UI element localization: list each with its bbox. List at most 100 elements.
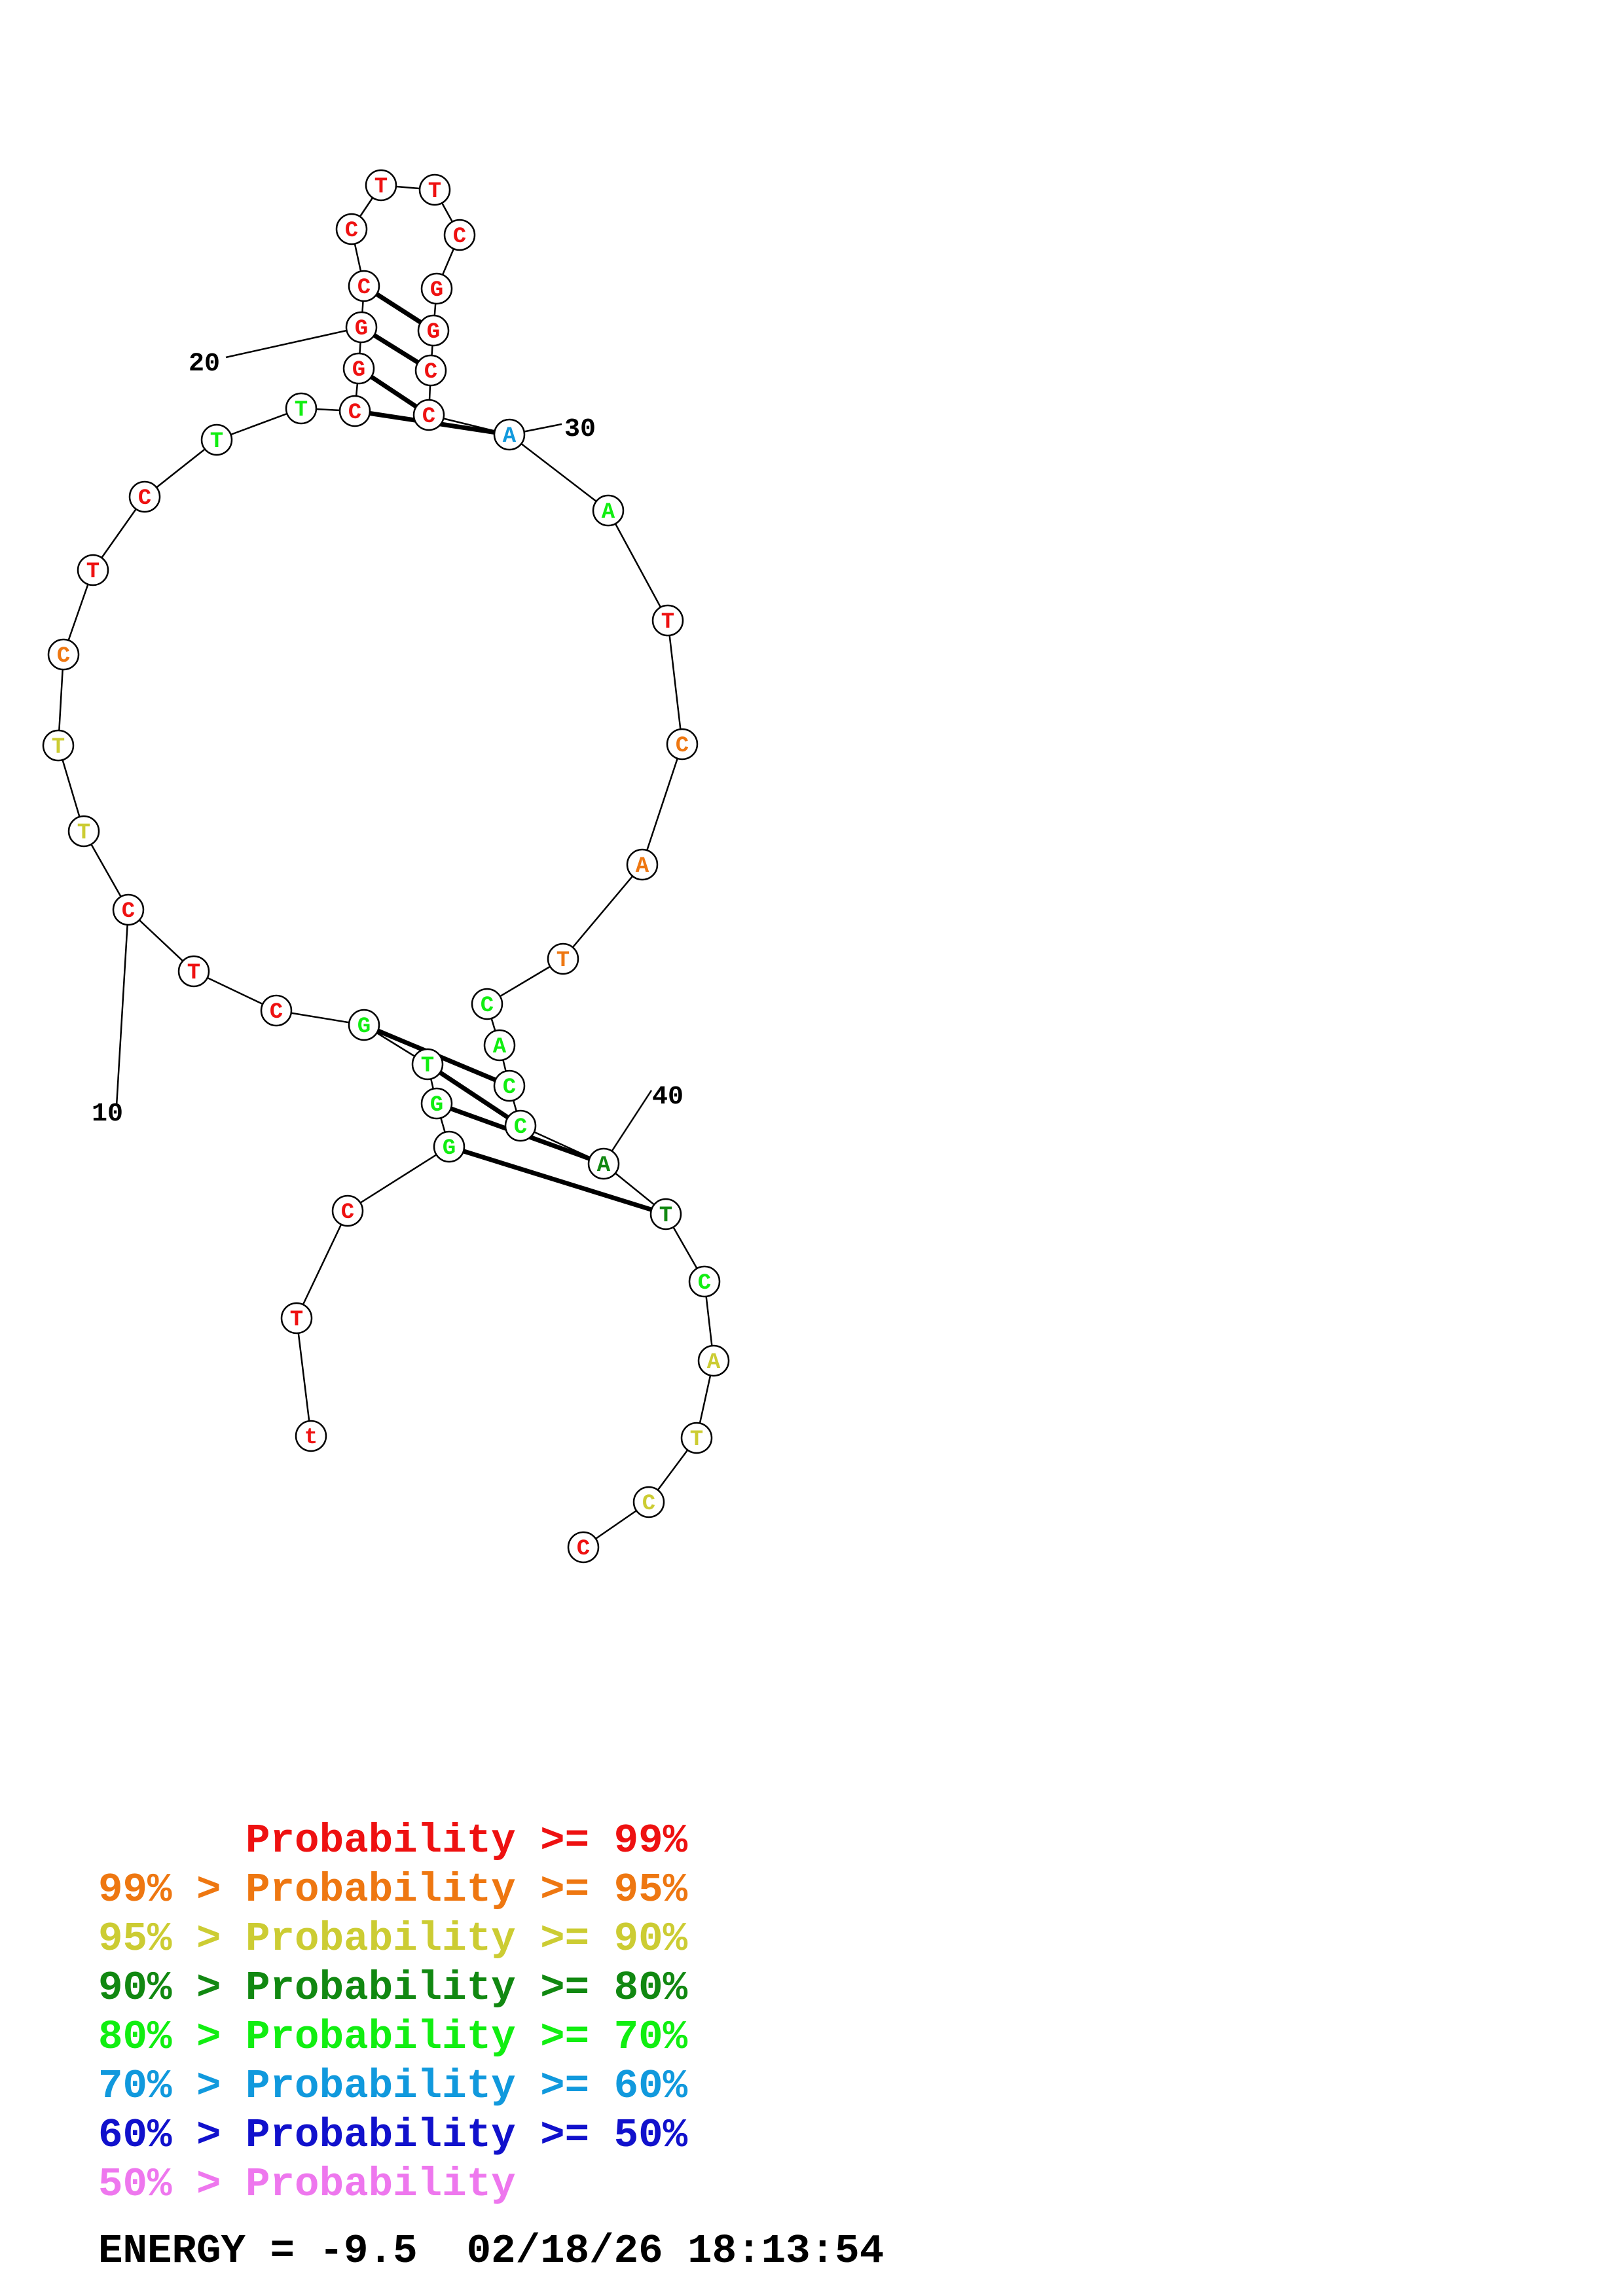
nucleotide-letter: C bbox=[348, 401, 361, 425]
nucleotide-letter: T bbox=[77, 821, 90, 846]
nucleotide: G bbox=[342, 352, 375, 385]
nucleotide-letter: T bbox=[421, 1054, 434, 1079]
nucleotide-letter: A bbox=[493, 1035, 507, 1060]
nucleotide: C bbox=[335, 213, 368, 245]
legend-text: Probability >= 95% bbox=[246, 1867, 688, 1913]
nucleotide: A bbox=[587, 1147, 620, 1180]
nucleotide-letter: T bbox=[556, 948, 570, 973]
nucleotide-circle bbox=[433, 1130, 465, 1163]
nucleotide-circle bbox=[280, 1302, 313, 1335]
nucleotide: A bbox=[626, 848, 659, 881]
nucleotide-circle bbox=[295, 1420, 327, 1452]
position-ticks: 10 20 30 40 bbox=[92, 326, 684, 1164]
nucleotide-circle bbox=[587, 1147, 620, 1180]
nucleotide: A bbox=[493, 418, 526, 451]
legend-entry: 60% > Probability >= 50% bbox=[98, 2111, 687, 2160]
energy-timestamp: ENERGY = -9.5 02/18/26 18:13:54 bbox=[98, 2228, 884, 2274]
nucleotide-circle bbox=[365, 169, 397, 202]
nucleotide-letter: G bbox=[352, 358, 365, 383]
nucleotide-letter: C bbox=[122, 899, 135, 924]
nucleotide-circle bbox=[338, 395, 371, 427]
backbone-segment bbox=[347, 1145, 450, 1212]
backbone-segment bbox=[666, 620, 684, 745]
nucleotide-circle bbox=[418, 173, 451, 206]
nucleotide-circle bbox=[493, 418, 526, 451]
nucleotide-circle bbox=[688, 1265, 721, 1298]
nucleotide-letter: T bbox=[428, 179, 441, 204]
legend-entry: Probability >= 99% bbox=[98, 1816, 687, 1865]
nucleotide: C bbox=[112, 893, 145, 926]
legend-text: Probability >= 60% bbox=[246, 2063, 688, 2109]
nucleotide: C bbox=[260, 994, 293, 1027]
backbone-segment bbox=[295, 1210, 349, 1319]
nucleotide-circle bbox=[414, 354, 447, 387]
nucleotide: T bbox=[280, 1302, 313, 1335]
nucleotide-circle bbox=[592, 494, 625, 527]
nucleotide: T bbox=[200, 423, 233, 456]
nucleotide: C bbox=[493, 1069, 526, 1102]
nucleotide-letter: T bbox=[86, 560, 100, 584]
legend-text: Probability >= 80% bbox=[246, 1965, 688, 2011]
position-tick-line bbox=[115, 909, 130, 1107]
nucleotide-circle bbox=[420, 272, 453, 305]
nucleotide-letter: G bbox=[427, 320, 440, 345]
nucleotide: C bbox=[666, 728, 699, 761]
legend-text: Probability >= 50% bbox=[246, 2112, 688, 2159]
nucleotide-circle bbox=[345, 311, 378, 344]
legend-prefix: 50% > bbox=[98, 2161, 246, 2208]
nucleotide-circle bbox=[471, 988, 503, 1020]
legend-prefix: 90% > bbox=[98, 1965, 246, 2011]
nucleotide: C bbox=[412, 399, 445, 431]
nucleotide-circle bbox=[47, 638, 80, 671]
nucleotide: T bbox=[651, 604, 684, 637]
nucleotide: C bbox=[331, 1194, 364, 1227]
legend-prefix: 70% > bbox=[98, 2063, 246, 2109]
nucleotide-circle bbox=[567, 1531, 600, 1564]
legend-prefix: 95% > bbox=[98, 1916, 246, 1962]
nucleotide-letter: A bbox=[602, 500, 615, 525]
legend-text: Probability >= 99% bbox=[246, 1818, 688, 1864]
nucleotide-circle bbox=[420, 1087, 453, 1120]
legend-prefix bbox=[98, 1818, 246, 1864]
nucleotide-circle bbox=[697, 1344, 730, 1377]
nucleotide-circle bbox=[493, 1069, 526, 1102]
nucleotide-letter: C bbox=[422, 404, 435, 429]
legend-text: Probability >= 90% bbox=[246, 1916, 688, 1962]
nucleotide: A bbox=[697, 1344, 730, 1377]
nucleotide-circle bbox=[331, 1194, 364, 1227]
nucleotide-circle bbox=[77, 554, 109, 586]
nucleotide: T bbox=[680, 1422, 713, 1454]
legend-entry: 50% > Probability bbox=[98, 2160, 687, 2209]
nucleotide-letter: A bbox=[707, 1350, 721, 1375]
nucleotide: G bbox=[420, 1087, 453, 1120]
nucleotide-letter: T bbox=[187, 961, 200, 986]
nucleotide-circle bbox=[483, 1029, 516, 1062]
nucleotide-letter: G bbox=[443, 1136, 456, 1161]
legend-entry: 95% > Probability >= 90% bbox=[98, 1914, 687, 1964]
nucleotide: C bbox=[567, 1531, 600, 1564]
nucleotide: T bbox=[547, 942, 579, 975]
nucleotide-letter: G bbox=[355, 317, 368, 342]
nucleotide-letter: C bbox=[453, 224, 466, 249]
legend-entry: 70% > Probability >= 60% bbox=[98, 2062, 687, 2111]
nucleotide: G bbox=[345, 311, 378, 344]
nucleotide-circle bbox=[42, 729, 75, 762]
backbone-segment bbox=[607, 510, 669, 621]
nucleotide: G bbox=[348, 1009, 380, 1041]
nucleotide-letter: C bbox=[57, 644, 70, 669]
nucleotide-letter: T bbox=[52, 735, 65, 760]
nucleotide-letter: T bbox=[290, 1308, 303, 1333]
nucleotide: C bbox=[47, 638, 80, 671]
nucleotide-letter: C bbox=[481, 994, 494, 1018]
base-pair-bond bbox=[426, 1062, 522, 1128]
nucleotide: C bbox=[632, 1486, 665, 1518]
nucleotide: G bbox=[433, 1130, 465, 1163]
nucleotide-circle bbox=[547, 942, 579, 975]
backbone-segment bbox=[562, 864, 643, 960]
legend-text: Probability bbox=[246, 2161, 516, 2208]
backbone-lines bbox=[57, 184, 715, 1549]
nucleotide: T bbox=[411, 1048, 444, 1081]
backbone-segment bbox=[641, 744, 684, 865]
nucleotide-circle bbox=[443, 219, 476, 251]
